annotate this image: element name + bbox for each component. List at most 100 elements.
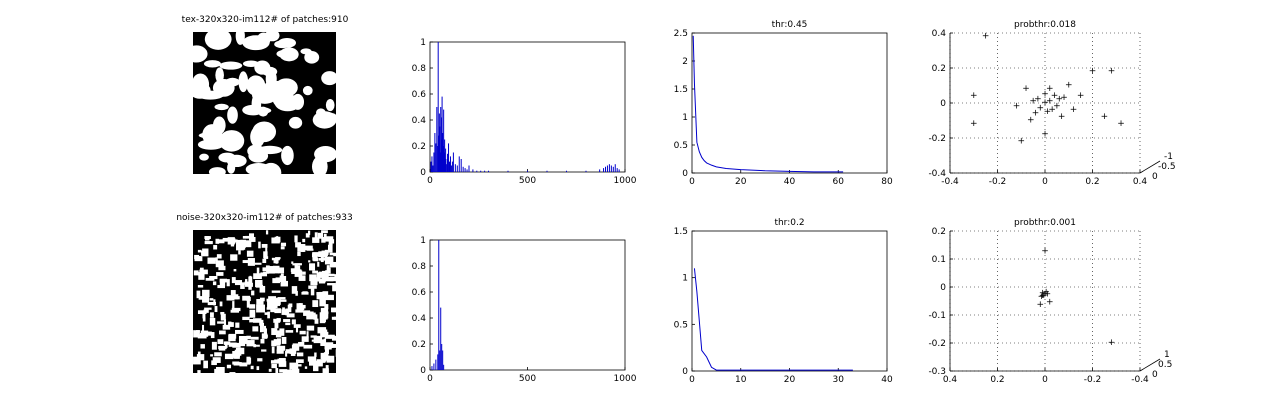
- noise-speck: [324, 256, 334, 265]
- scatter-point: +: [1055, 95, 1063, 105]
- noise-speck: [282, 369, 292, 373]
- noise-speck: [307, 356, 317, 362]
- noise-speck: [289, 348, 297, 354]
- texture-blob: [325, 98, 335, 112]
- noise-speck: [259, 324, 264, 333]
- noise-speck: [277, 358, 282, 362]
- noise-speck: [232, 301, 235, 310]
- noise-speck: [196, 290, 201, 299]
- z-tick-label: -0.5: [1158, 162, 1176, 172]
- noise-speck: [328, 343, 336, 348]
- scatter-point: +: [1041, 98, 1049, 108]
- histogram-chart-row2: 0 500 1000 0 0.2 0.4 0.6 0.8 1: [400, 220, 640, 390]
- scatter-point: +: [1039, 291, 1047, 301]
- x-tick-label: 0: [1042, 177, 1048, 187]
- x-tick-label: 0: [689, 177, 695, 187]
- noise-speck: [261, 243, 268, 248]
- noise-speck: [248, 282, 252, 290]
- noise-speck: [259, 319, 264, 326]
- texture-blob: [203, 60, 221, 68]
- noise-speck: [320, 339, 326, 347]
- noise-speck: [229, 238, 236, 244]
- noise-speck: [291, 344, 300, 351]
- scatter-point: +: [1041, 89, 1049, 99]
- noise-speck: [265, 246, 268, 254]
- noise-speck: [313, 364, 319, 372]
- texture-blob: [291, 93, 305, 110]
- noise-speck: [296, 352, 304, 357]
- scatter-point: +: [1022, 84, 1030, 94]
- noise-speck: [285, 349, 290, 354]
- noise-speck: [324, 369, 329, 373]
- noise-speck: [322, 311, 329, 319]
- noise-speck: [230, 254, 238, 261]
- y-tick-label: 0.1: [932, 255, 946, 265]
- texture-blob: [214, 103, 229, 111]
- texture-blob: [208, 167, 226, 174]
- noise-speck: [323, 318, 326, 323]
- x-tick-label: 0.4: [943, 375, 958, 385]
- noise-speck: [214, 368, 218, 373]
- y-tick-label: -0.3: [928, 367, 946, 377]
- noise-speck: [321, 250, 328, 256]
- noise-speck: [242, 316, 250, 321]
- noise-speck: [277, 267, 285, 274]
- noise-speck: [204, 236, 211, 240]
- noise-speck: [266, 266, 275, 274]
- noise-speck: [295, 265, 301, 271]
- noise-speck: [242, 236, 249, 239]
- z-tick-label: 0: [1152, 172, 1158, 182]
- scatter-point: +: [1051, 91, 1059, 101]
- noise-speck: [272, 265, 280, 274]
- noise-speck: [306, 325, 315, 331]
- z-tick-label: -1: [1164, 152, 1173, 162]
- noise-speck: [205, 277, 215, 281]
- noise-speck: [301, 291, 309, 295]
- noise-speck: [251, 290, 255, 296]
- texture-blob: [235, 32, 245, 45]
- noise-image: [193, 230, 336, 373]
- noise-speck: [331, 307, 336, 313]
- scatter-point: +: [1038, 292, 1046, 302]
- noise-speck: [215, 366, 225, 373]
- noise-speck: [275, 330, 282, 338]
- noise-speck: [240, 282, 245, 289]
- x-tick-label: 60: [833, 177, 845, 187]
- texture-blob: [281, 145, 294, 166]
- noise-speck: [329, 334, 335, 339]
- texture-blob: [212, 34, 222, 41]
- scatter-point: +: [1108, 67, 1116, 77]
- noise-speck: [235, 322, 240, 328]
- texture-blob: [199, 153, 209, 161]
- y-tick-label: 0: [682, 169, 688, 179]
- noise-speck: [202, 317, 206, 322]
- noise-speck: [297, 364, 302, 367]
- y-tick-label: 0.2: [932, 64, 946, 74]
- noise-speck: [226, 279, 230, 287]
- scatter3d-chart-row1: probthr:0.018 0 -0.5 -1 -0.4 -0.2 0 0.2 0.4 -0.4-…: [920, 13, 1180, 193]
- x-tick-label: 0.2: [990, 375, 1004, 385]
- noise-speck: [303, 344, 313, 349]
- noise-speck: [224, 319, 227, 326]
- noise-speck: [235, 329, 244, 334]
- x-tick-label: -0.4: [1131, 375, 1149, 385]
- noise-speck: [274, 321, 279, 329]
- noise-speck: [264, 312, 268, 315]
- noise-speck: [281, 309, 290, 315]
- chart-title: thr:0.2: [774, 218, 804, 228]
- noise-speck: [202, 248, 209, 257]
- noise-speck: [323, 352, 329, 359]
- noise-speck: [291, 368, 300, 373]
- noise-speck: [280, 246, 285, 250]
- noise-speck: [323, 338, 327, 345]
- noise-speck: [249, 304, 256, 309]
- noise-speck: [198, 272, 205, 280]
- noise-speck: [212, 357, 221, 363]
- noise-speck: [275, 368, 279, 373]
- noise-speck: [246, 340, 255, 347]
- noise-speck: [316, 359, 323, 367]
- noise-speck: [294, 269, 302, 277]
- noise-speck: [279, 328, 285, 336]
- noise-speck: [217, 321, 225, 324]
- noise-speck: [324, 249, 329, 255]
